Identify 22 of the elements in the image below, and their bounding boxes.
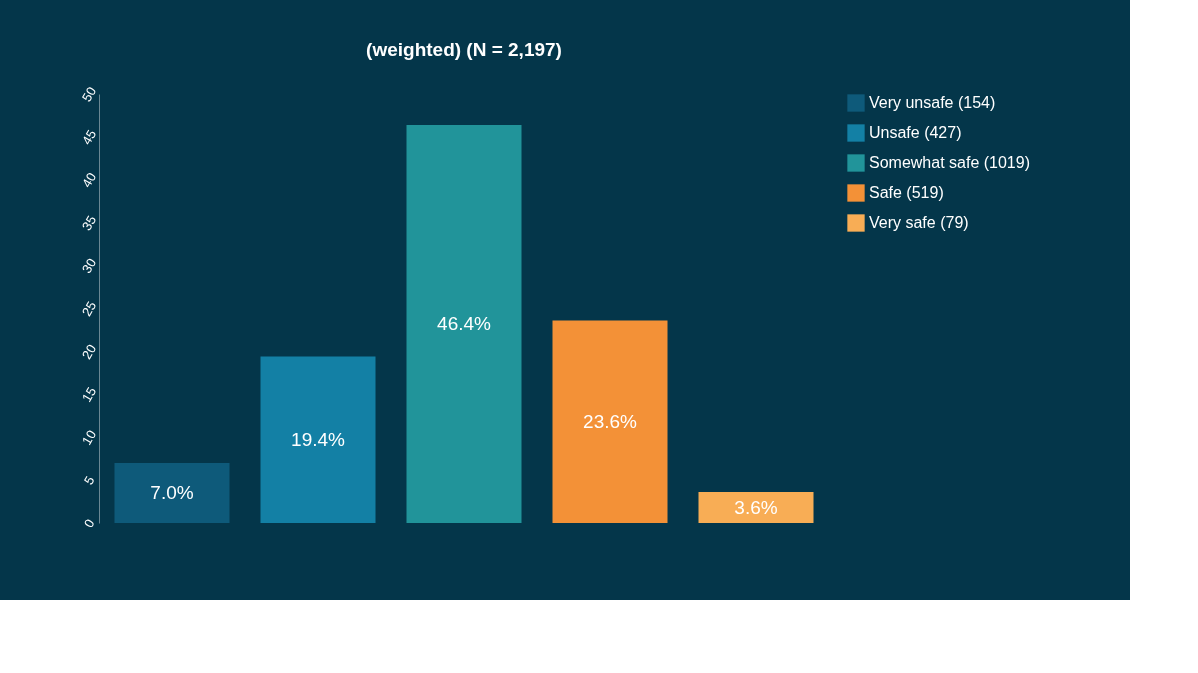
data-label: 23.6% [583,410,638,432]
y-tick-label: 20 [78,341,100,362]
legend-label: Very safe (79) [869,214,969,231]
data-label: 19.4% [291,428,346,450]
chart-title: (weighted) (N = 2,197) [366,38,562,60]
y-tick-label: 50 [78,84,100,105]
legend-label: Very unsafe (154) [869,94,996,111]
y-tick-label: 25 [78,298,100,319]
data-label: 7.0% [150,481,194,503]
y-tick-label: 45 [78,127,100,148]
y-tick-label: 40 [78,170,100,191]
y-tick-label: 10 [78,427,100,448]
y-tick-label: 30 [78,255,100,276]
legend-label: Somewhat safe (1019) [869,154,1030,171]
y-tick-label: 0 [80,516,98,531]
y-tick-label: 35 [78,212,100,233]
y-tick-label: 15 [78,384,100,405]
data-label: 3.6% [734,496,778,518]
y-tick-label: 5 [80,473,98,488]
data-label: 46.4% [437,312,492,334]
legend-label: Unsafe (427) [869,124,962,141]
legend-label: Safe (519) [869,184,944,201]
